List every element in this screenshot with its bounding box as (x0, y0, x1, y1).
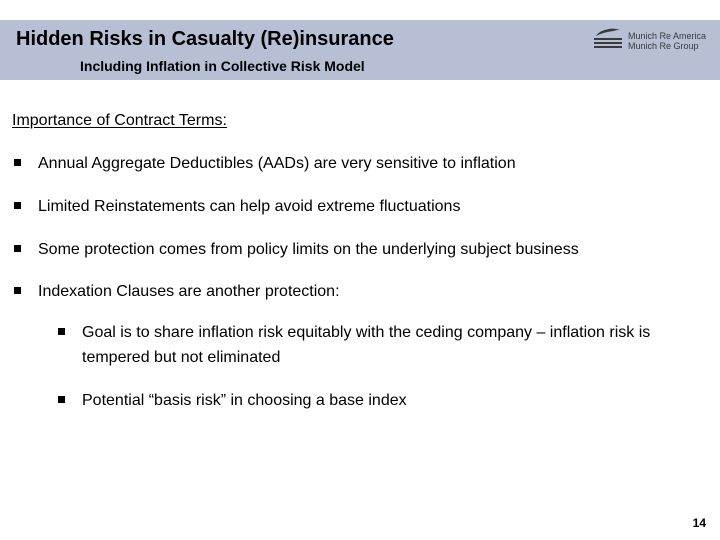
slide: Hidden Risks in Casualty (Re)insurance I… (0, 0, 720, 540)
bullet-text: Indexation Clauses are another protectio… (38, 283, 340, 300)
list-item: Limited Reinstatements can help avoid ex… (12, 195, 708, 220)
slide-subtitle: Including Inflation in Collective Risk M… (80, 58, 365, 74)
bullet-text: Annual Aggregate Deductibles (AADs) are … (38, 155, 516, 172)
list-item: Goal is to share inflation risk equitabl… (56, 321, 708, 371)
logo-line1: Munich Re America (628, 31, 706, 41)
content-area: Importance of Contract Terms: Annual Agg… (12, 112, 708, 432)
logo-text: Munich Re America Munich Re Group (628, 32, 706, 52)
bullet-text: Some protection comes from policy limits… (38, 241, 579, 258)
bullet-text: Goal is to share inflation risk equitabl… (82, 324, 650, 366)
sub-bullet-list: Goal is to share inflation risk equitabl… (56, 321, 708, 413)
list-item: Potential “basis risk” in choosing a bas… (56, 389, 708, 414)
logo-line2: Munich Re Group (628, 41, 699, 51)
munich-re-logo-icon (594, 28, 622, 55)
bullet-text: Potential “basis risk” in choosing a bas… (82, 392, 407, 409)
slide-title: Hidden Risks in Casualty (Re)insurance (16, 28, 394, 51)
logo: Munich Re America Munich Re Group (594, 28, 706, 55)
list-item: Indexation Clauses are another protectio… (12, 280, 708, 413)
list-item: Annual Aggregate Deductibles (AADs) are … (12, 152, 708, 177)
list-item: Some protection comes from policy limits… (12, 238, 708, 263)
page-number: 14 (693, 516, 706, 530)
bullet-list: Annual Aggregate Deductibles (AADs) are … (12, 152, 708, 414)
bullet-text: Limited Reinstatements can help avoid ex… (38, 198, 460, 215)
section-heading: Importance of Contract Terms: (12, 112, 708, 130)
